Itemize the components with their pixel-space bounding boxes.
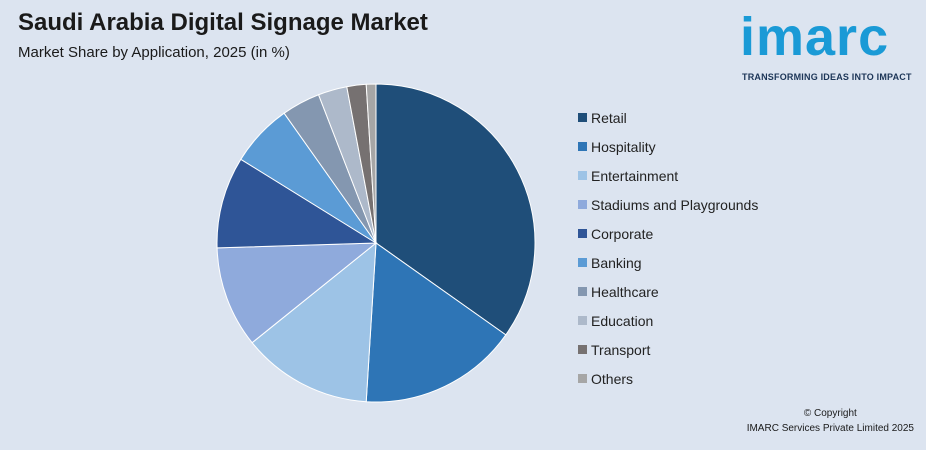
legend-item: Retail <box>578 103 758 132</box>
legend-label: Retail <box>591 109 627 126</box>
legend-item: Others <box>578 364 758 393</box>
legend-item: Hospitality <box>578 132 758 161</box>
chart-subtitle: Market Share by Application, 2025 (in %) <box>18 44 290 61</box>
legend-label: Others <box>591 370 634 387</box>
legend-item: Education <box>578 306 758 335</box>
pie-slice-entertainment <box>251 241 377 403</box>
legend-item: Transport <box>578 335 758 364</box>
legend-item: Stadiums and Playgrounds <box>578 190 758 219</box>
pie-slice-corporate <box>216 158 378 249</box>
legend-swatch <box>578 374 587 383</box>
pie-slice-hospitality <box>365 242 507 403</box>
legend-swatch <box>578 142 587 151</box>
copyright-line: © Copyright <box>803 408 857 419</box>
legend-label: Entertainment <box>591 167 679 184</box>
legend-swatch <box>578 258 587 267</box>
legend-swatch <box>578 171 587 180</box>
legend-label: Transport <box>591 341 651 358</box>
legend-swatch <box>578 113 587 122</box>
legend-swatch <box>578 287 587 296</box>
legend-label: Healthcare <box>591 283 659 300</box>
legend-item: Corporate <box>578 219 758 248</box>
copyright-owner: IMARC Services Private Limited 2025 <box>746 423 914 434</box>
logo-wordmark: imarc <box>740 7 890 67</box>
imarc-logo: imarc TRANSFORMING IDEAS INTO IMPACT <box>740 6 920 86</box>
chart-legend: Retail Hospitality Entertainment Stadiums a… <box>578 103 758 393</box>
chart-title: Saudi Arabia Digital Signage Market <box>18 9 428 36</box>
legend-swatch <box>578 229 587 238</box>
legend-swatch <box>578 316 587 325</box>
pie-slice-others <box>365 83 377 244</box>
pie-slice-retail <box>375 83 536 336</box>
copyright-notice: © Copyright IMARC Services Private Limit… <box>747 406 914 436</box>
legend-label: Stadiums and Playgrounds <box>591 196 759 213</box>
legend-swatch <box>578 345 587 354</box>
legend-swatch <box>578 200 587 209</box>
legend-label: Corporate <box>591 225 654 242</box>
logo-tagline: TRANSFORMING IDEAS INTO IMPACT <box>742 72 912 82</box>
legend-item: Banking <box>578 248 758 277</box>
legend-item: Entertainment <box>578 161 758 190</box>
legend-item: Healthcare <box>578 277 758 306</box>
legend-label: Banking <box>591 254 642 271</box>
pie-slice-stadiums-and-playgrounds <box>216 242 378 344</box>
legend-label: Hospitality <box>591 138 656 155</box>
legend-label: Education <box>591 312 654 329</box>
